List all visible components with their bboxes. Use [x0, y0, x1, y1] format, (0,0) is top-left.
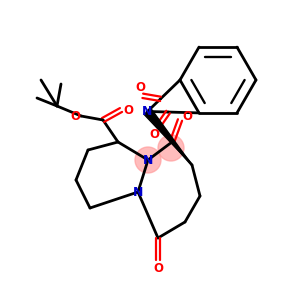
Polygon shape — [144, 109, 192, 165]
Circle shape — [135, 147, 161, 173]
Text: N: N — [133, 185, 143, 199]
Text: O: O — [136, 81, 146, 94]
Text: N: N — [143, 154, 153, 166]
Text: O: O — [182, 110, 192, 122]
Text: O: O — [153, 262, 163, 275]
Text: O: O — [150, 128, 160, 141]
Text: O: O — [123, 103, 133, 116]
Text: O: O — [70, 110, 80, 124]
Circle shape — [158, 135, 184, 161]
Text: N: N — [142, 105, 153, 118]
